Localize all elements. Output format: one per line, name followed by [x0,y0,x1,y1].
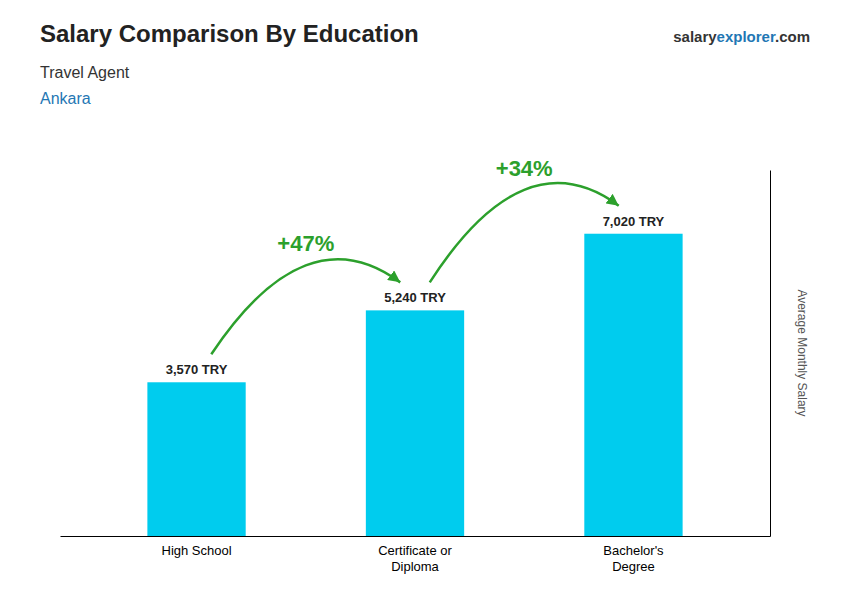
bars [147,234,682,536]
x-tick-label-line: Bachelor's [603,543,664,558]
x-tick-label-line: Degree [612,559,655,574]
brand-part: explorer [717,28,776,45]
x-tick-label: Certificate orDiploma [378,543,452,574]
brand: salaryexplorer.com [673,28,810,45]
y-axis-title: Average Monthly Salary [795,289,809,416]
subtitle: Travel Agent [40,64,130,81]
x-axis-line [61,536,771,537]
x-tick-label: Bachelor'sDegree [603,543,664,574]
annotations: +47% +34% [211,156,618,355]
title: Salary Comparison By Education [40,20,419,47]
x-tick: High School [161,536,231,558]
brand-part: .com [775,28,810,45]
bar [147,382,245,536]
data-label: 3,570 TRY [166,362,228,377]
data-label: 7,020 TRY [603,214,665,229]
annotation-arrow [430,183,619,282]
chart-svg: Salary Comparison By Education Travel Age… [0,0,850,606]
bar [366,310,464,536]
annotation-arrow [211,259,400,354]
data-labels: 3,570 TRY 5,240 TRY 7,020 TRY [166,214,665,378]
x-axis: High School Certificate orDiploma Bachelor… [61,536,771,574]
chart-container: Salary Comparison By Education Travel Age… [0,0,850,606]
x-tick: Bachelor'sDegree [603,536,664,574]
x-tick-label-line: High School [161,543,231,558]
annotation-label: +34% [496,156,553,181]
annotation-label: +47% [277,231,334,256]
x-tick: Certificate orDiploma [378,536,452,574]
x-tick-label: High School [161,543,231,558]
y-axis [770,171,771,537]
subtitle: Ankara [40,90,91,107]
x-tick-label-line: Diploma [391,559,439,574]
y-axis-line [770,171,771,537]
x-tick-label-line: Certificate or [378,543,452,558]
brand-part: salary [673,28,717,45]
data-label: 5,240 TRY [384,290,446,305]
bar [584,234,682,536]
